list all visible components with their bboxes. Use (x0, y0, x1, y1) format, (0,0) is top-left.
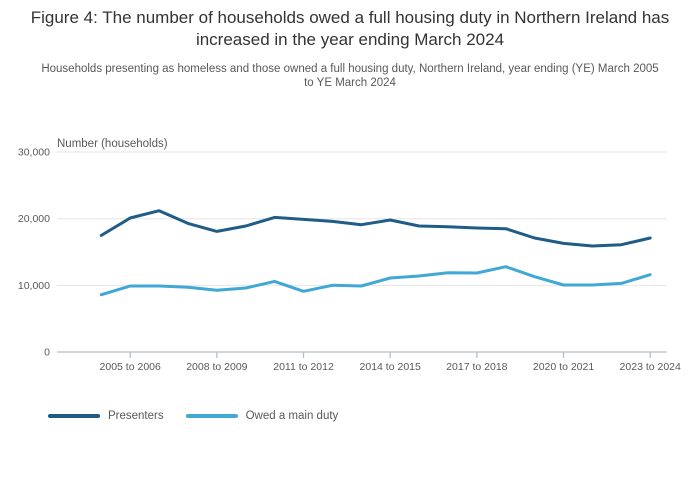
x-tick-label: 2005 to 2006 (100, 361, 161, 373)
y-tick-label: 0 (44, 347, 50, 359)
chart-subtitle: Households presenting as homeless and th… (41, 62, 659, 90)
legend-item-presenters: Presenters (48, 410, 164, 422)
x-tick-label: 2014 to 2015 (360, 361, 421, 373)
y-tick-label: 30,000 (18, 147, 50, 159)
owed-a-main-duty-line-swatch (185, 414, 238, 418)
chart-title: Figure 4: The number of households owed … (30, 8, 670, 50)
chart-header: Figure 4: The number of households owed … (20, 0, 680, 91)
x-tick-label: 2023 to 2024 (620, 361, 681, 373)
chart-legend: Presenters Owed a main duty (48, 410, 338, 422)
series-line-presenters (99, 209, 652, 248)
y-tick-label: 10,000 (18, 280, 50, 292)
legend-item-owed-a-main-duty: Owed a main duty (185, 410, 339, 422)
legend-label-presenters: Presenters (108, 410, 164, 422)
legend-label-owed-a-main-duty: Owed a main duty (245, 410, 339, 422)
x-tick-label: 2011 to 2012 (273, 361, 334, 373)
line-chart: 0 10,000 20,000 30,000 2005 to 2006 2008 to 2… (0, 128, 700, 388)
y-axis-title: Number (households) (57, 138, 168, 150)
line-chart-svg: 0 10,000 20,000 30,000 2005 to 2006 2008 to 2… (18, 138, 681, 373)
x-tick-label: 2020 to 2021 (533, 361, 594, 373)
x-tick-label: 2008 to 2009 (186, 361, 247, 373)
presenters-line-swatch (48, 414, 100, 418)
x-tick-label: 2017 to 2018 (446, 361, 507, 373)
y-tick-label: 20,000 (18, 213, 50, 225)
series-line-owed-a-main-duty (99, 265, 652, 297)
